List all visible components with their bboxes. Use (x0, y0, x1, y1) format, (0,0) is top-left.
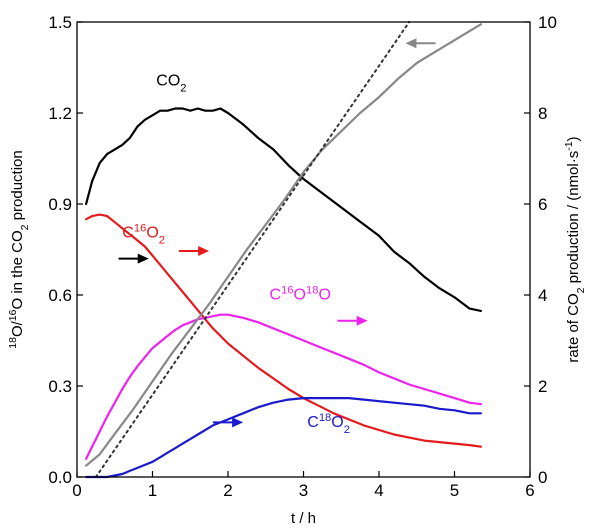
series-line-cumulative-gray (84, 23, 482, 467)
axis-ticks: 0 1 2 3 4 5 6 0.0 0.3 0.6 0.9 1.2 1.5 0 2 4 6 8 10 (48, 13, 557, 500)
x-axis-title: t / h (291, 510, 316, 527)
x-tick-label: 4 (374, 481, 383, 500)
arrow-c18o2 (212, 417, 244, 428)
x-tick-label: 2 (223, 481, 232, 500)
label-group: CO2 C16O2 C16O18O C18O2 (122, 73, 350, 436)
series-line-co2 (84, 107, 482, 312)
y-left-tick-label: 0.0 (48, 468, 72, 487)
series-group (84, 21, 482, 479)
y-left-axis-title: 18O/16O in the CO2 production (7, 150, 31, 348)
series-label-c16o2: C16O2 (122, 222, 165, 246)
x-tick-label: 3 (299, 481, 308, 500)
y-left-tick-label: 0.6 (48, 286, 72, 305)
arrow-co2 (118, 253, 149, 264)
y-right-tick-label: 4 (538, 286, 547, 305)
x-tick-label: 5 (450, 481, 459, 500)
series-line-c18o2 (84, 397, 482, 479)
y-right-tick-label: 0 (538, 468, 547, 487)
x-tick-label: 1 (148, 481, 157, 500)
arrow-group (118, 38, 436, 428)
x-tick-label: 6 (525, 481, 534, 500)
y-left-tick-label: 1.2 (48, 104, 72, 123)
y-right-axis-title: rate of CO2 production / (nmol·s-1) (563, 136, 587, 362)
arrow-cumulative-gray (405, 38, 436, 49)
series-line-c16o2 (84, 213, 482, 448)
y-right-tick-label: 8 (538, 104, 547, 123)
series-label-c16o18o: C16O18O (270, 285, 331, 304)
x-tick-label: 0 (72, 481, 81, 500)
y-left-tick-label: 1.5 (48, 13, 72, 32)
y-left-tick-label: 0.3 (48, 377, 72, 396)
series-label-co2: CO2 (156, 73, 186, 95)
arrow-c16o2 (178, 246, 210, 257)
y-left-tick-label: 0.9 (48, 195, 72, 214)
series-line-c16o18o (84, 313, 482, 460)
y-right-tick-label: 6 (538, 195, 547, 214)
arrow-c16o18o (337, 315, 368, 326)
plot-frame (76, 21, 531, 478)
series-line-linear-fit-dotted (94, 21, 411, 478)
series-label-c18o2: C18O2 (307, 412, 350, 436)
y-right-tick-label: 2 (538, 377, 547, 396)
y-right-tick-label: 10 (538, 13, 557, 32)
